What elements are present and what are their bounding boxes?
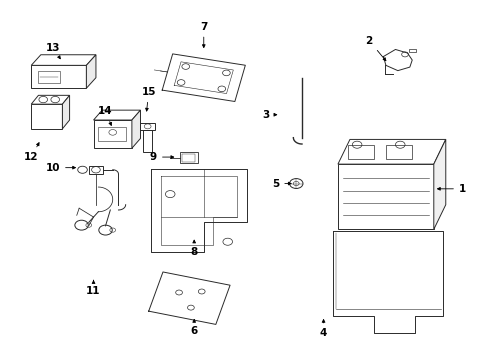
Bar (408, 49, 415, 52)
Polygon shape (433, 139, 445, 229)
Text: 9: 9 (150, 152, 173, 162)
Bar (39, 71, 60, 83)
Text: 14: 14 (98, 106, 113, 125)
Polygon shape (31, 95, 69, 104)
Text: 6: 6 (190, 320, 198, 336)
Text: 4: 4 (319, 320, 326, 338)
Text: 12: 12 (24, 143, 39, 162)
Text: 10: 10 (45, 163, 75, 173)
Polygon shape (93, 110, 140, 120)
Bar (31, 104, 62, 129)
Text: 15: 15 (141, 87, 156, 111)
Text: 8: 8 (190, 240, 198, 257)
Bar (140, 123, 155, 130)
Bar (98, 127, 126, 141)
Text: 11: 11 (86, 280, 101, 296)
Bar (347, 145, 373, 159)
Bar (337, 164, 433, 229)
Bar (142, 130, 152, 153)
Bar (93, 120, 132, 148)
Polygon shape (132, 110, 140, 148)
Polygon shape (62, 95, 69, 129)
Polygon shape (31, 55, 96, 66)
Text: 13: 13 (45, 43, 60, 59)
Bar (89, 166, 103, 174)
Text: 1: 1 (437, 184, 465, 194)
Bar (182, 154, 194, 162)
Text: 5: 5 (271, 179, 290, 189)
Text: 2: 2 (365, 36, 385, 61)
Text: 3: 3 (262, 110, 276, 120)
Bar (180, 153, 198, 163)
Polygon shape (86, 55, 96, 88)
Bar (385, 145, 411, 159)
Bar (31, 66, 86, 88)
Polygon shape (337, 139, 445, 164)
Text: 7: 7 (200, 22, 207, 48)
